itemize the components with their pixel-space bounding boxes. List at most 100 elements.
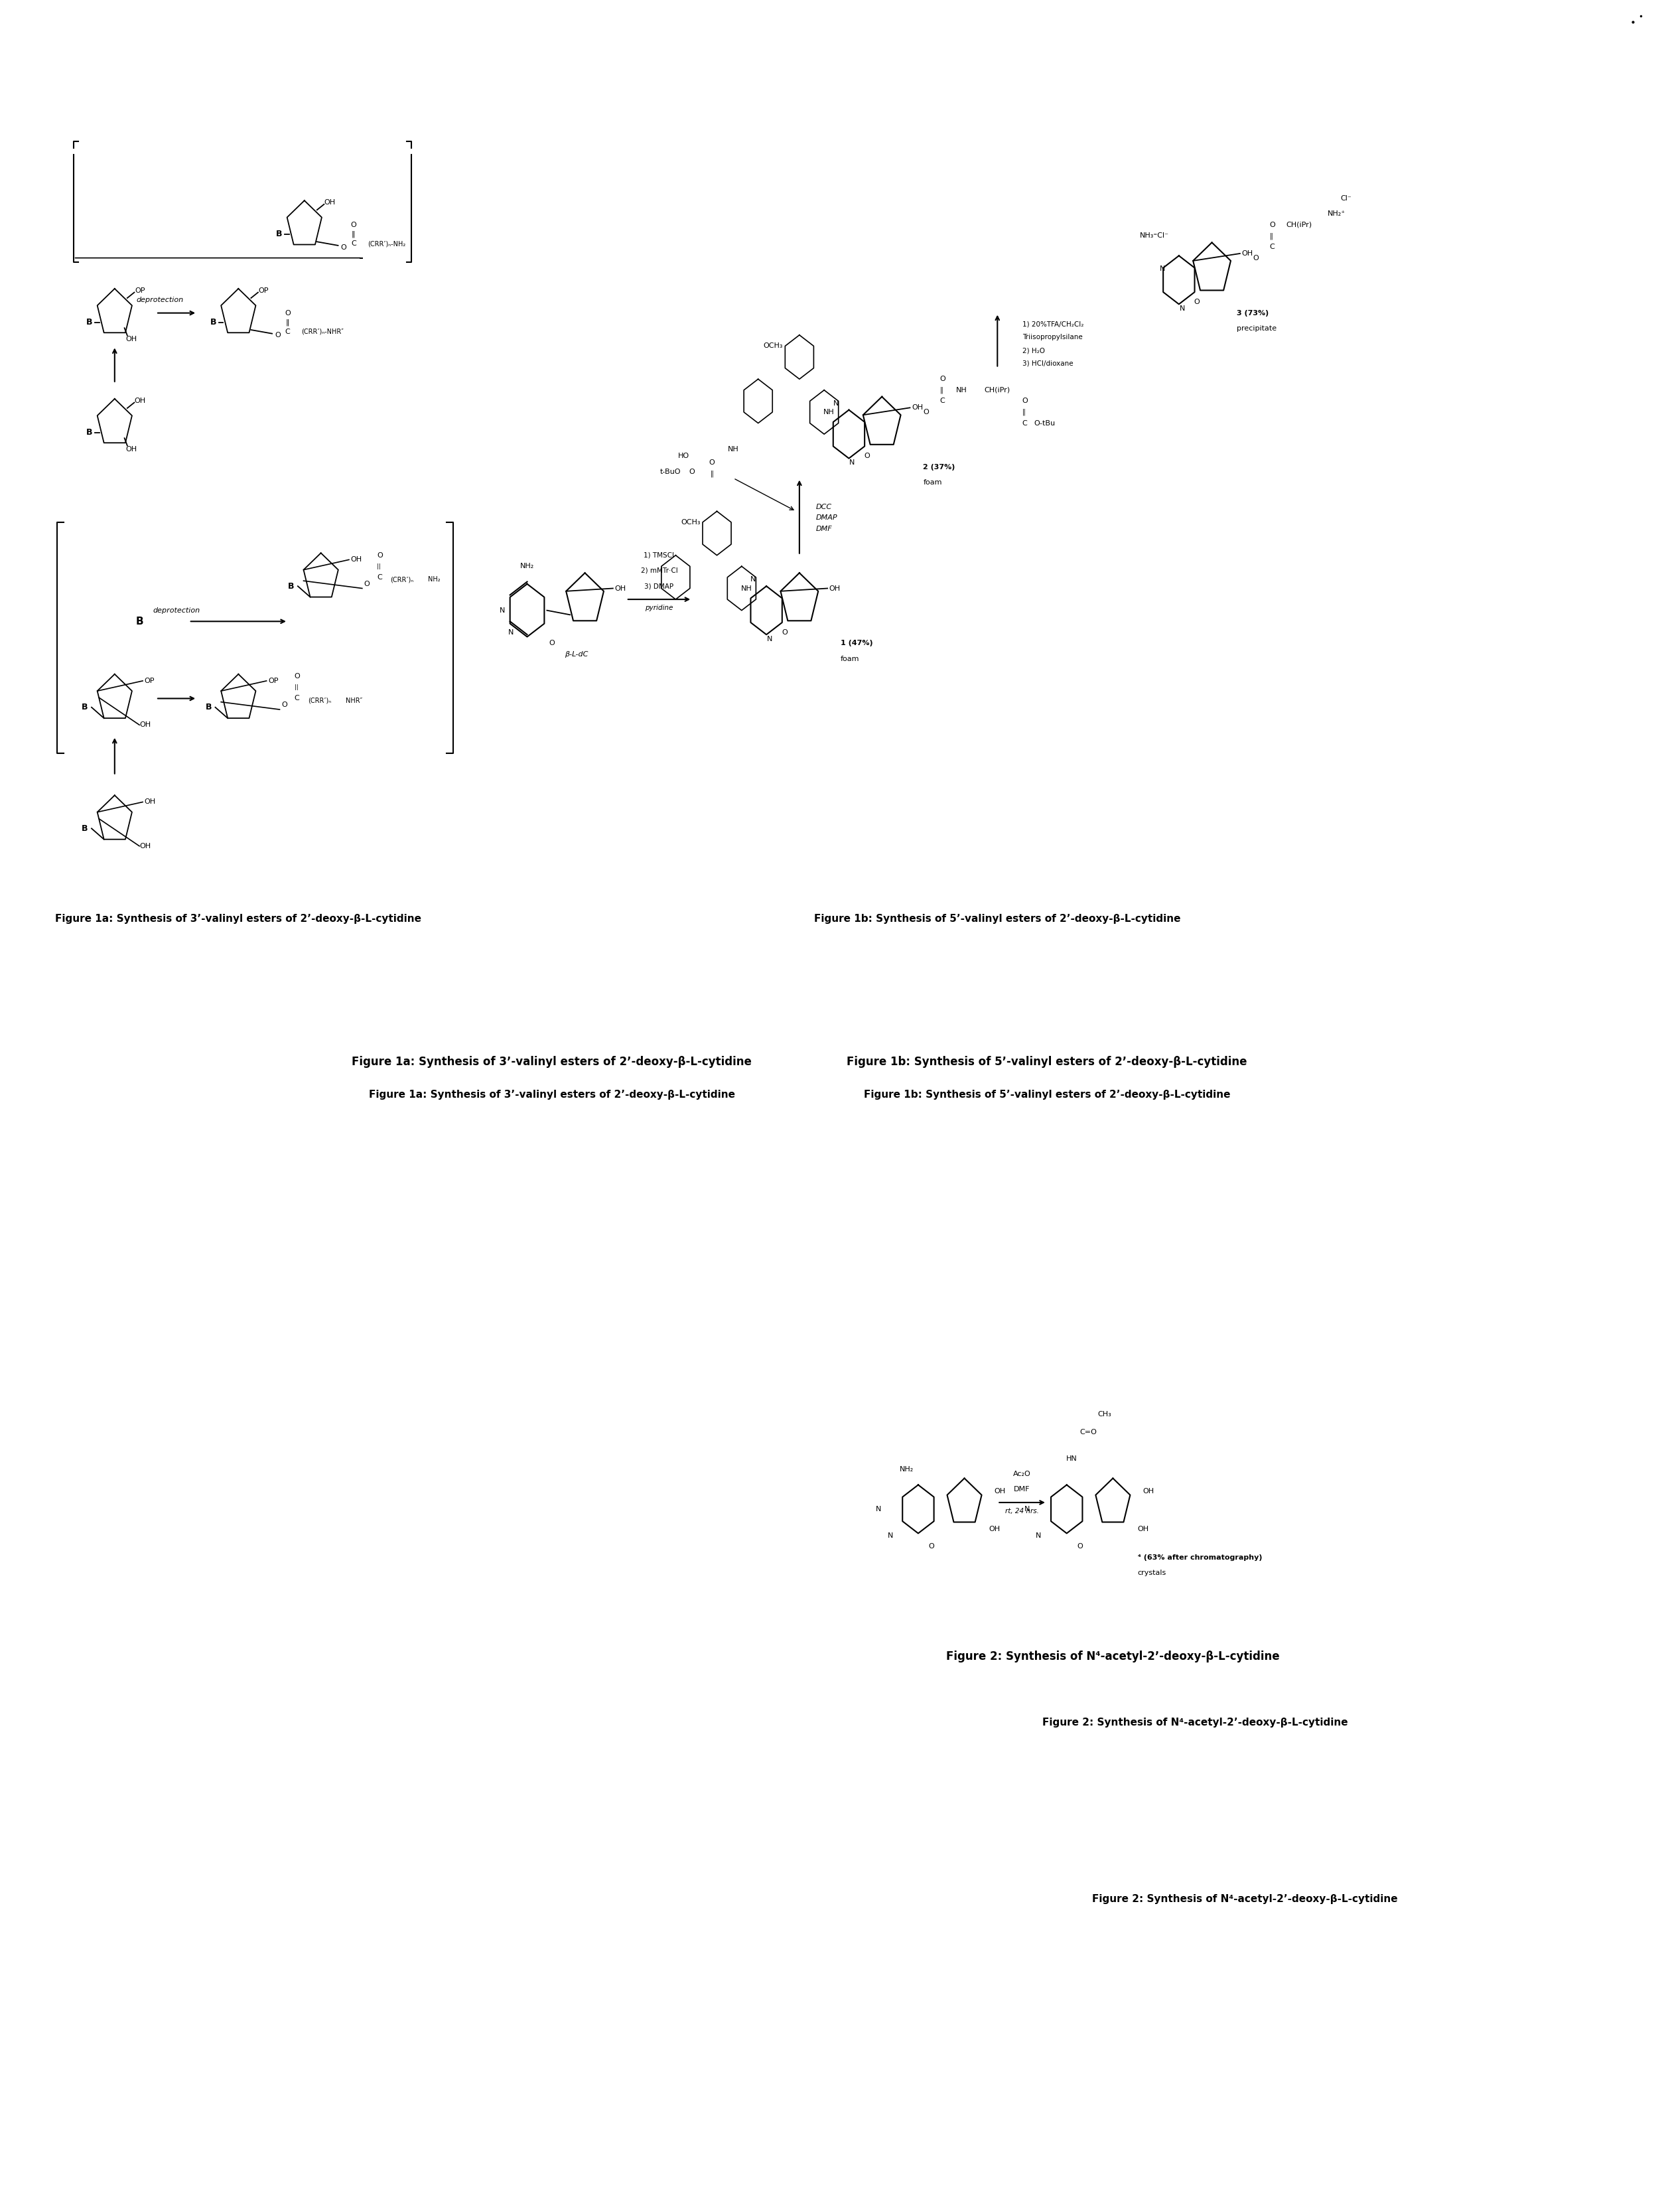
Text: Figure 2: Synthesis of N⁴-acetyl-2’-deoxy-β-L-cytidine: Figure 2: Synthesis of N⁴-acetyl-2’-deox…	[946, 1650, 1280, 1663]
Text: NH: NH	[741, 584, 753, 591]
Text: OH: OH	[145, 799, 156, 805]
Text: β-L-dC: β-L-dC	[565, 650, 588, 657]
Text: OH: OH	[994, 1489, 1006, 1495]
Text: OH: OH	[615, 584, 627, 591]
Text: Figure 1a: Synthesis of 3’-valinyl esters of 2’-deoxy-β-L-cytidine: Figure 1a: Synthesis of 3’-valinyl ester…	[352, 1055, 751, 1068]
Text: ‖: ‖	[939, 387, 942, 394]
Text: B: B	[86, 429, 93, 436]
Text: C: C	[284, 327, 291, 334]
Text: NH: NH	[824, 409, 834, 416]
Text: 3) DMAP: 3) DMAP	[645, 582, 673, 588]
Text: B: B	[81, 703, 88, 712]
Text: B: B	[276, 230, 283, 239]
Text: N: N	[876, 1506, 881, 1513]
Text: N: N	[888, 1533, 892, 1540]
Text: OP: OP	[145, 677, 155, 684]
Text: NH₂: NH₂	[520, 564, 534, 571]
Text: O: O	[690, 469, 695, 476]
Text: ‖: ‖	[710, 471, 713, 478]
Text: B: B	[86, 319, 93, 327]
Text: OH: OH	[324, 199, 336, 206]
Text: deprotection: deprotection	[136, 296, 183, 303]
Text: Ac₂O: Ac₂O	[1014, 1471, 1030, 1478]
Text: OH: OH	[140, 721, 151, 728]
Text: NH₃⁼Cl⁻: NH₃⁼Cl⁻	[1140, 232, 1168, 239]
Text: OCH₃: OCH₃	[763, 343, 783, 349]
Text: O: O	[548, 639, 555, 646]
Text: O: O	[377, 553, 382, 560]
Text: OH: OH	[1142, 1489, 1153, 1495]
Text: OH: OH	[126, 336, 138, 343]
Text: C: C	[294, 695, 299, 701]
Text: N: N	[500, 606, 505, 613]
Text: N: N	[751, 575, 756, 582]
Text: O: O	[929, 1544, 934, 1551]
Text: NH: NH	[956, 387, 967, 394]
Text: O: O	[274, 332, 281, 338]
Text: Figure 2: Synthesis of N⁴-acetyl-2’-deoxy-β-L-cytidine: Figure 2: Synthesis of N⁴-acetyl-2’-deox…	[1092, 1893, 1398, 1905]
Text: OH: OH	[351, 557, 362, 564]
Text: NH₂⁺: NH₂⁺	[1328, 210, 1346, 217]
Text: OP: OP	[259, 288, 269, 294]
Text: 2) H₂O: 2) H₂O	[1022, 347, 1045, 354]
Text: 1) 20%TFA/CH₂Cl₂: 1) 20%TFA/CH₂Cl₂	[1022, 321, 1084, 327]
Text: OH: OH	[135, 398, 146, 405]
Text: CH(iPr): CH(iPr)	[984, 387, 1010, 394]
Text: OH: OH	[126, 447, 138, 453]
Text: C: C	[377, 573, 382, 582]
Text: OH: OH	[829, 584, 841, 591]
Text: C: C	[1022, 420, 1027, 427]
Text: NH: NH	[728, 447, 740, 453]
Text: (CRR’)ₙ-NH₂: (CRR’)ₙ-NH₂	[367, 241, 406, 248]
Text: Figure 1b: Synthesis of 5’-valinyl esters of 2’-deoxy-β-L-cytidine: Figure 1b: Synthesis of 5’-valinyl ester…	[814, 914, 1180, 925]
Text: HO: HO	[678, 453, 690, 460]
Text: DCC: DCC	[816, 504, 833, 511]
Text: B: B	[209, 319, 216, 327]
Text: O: O	[351, 221, 356, 228]
Text: O: O	[1193, 299, 1200, 305]
Text: (CRR’)ₙ-NHR″: (CRR’)ₙ-NHR″	[301, 327, 344, 334]
Text: Triisopropylsilane: Triisopropylsilane	[1022, 334, 1082, 341]
Text: NH₂: NH₂	[429, 575, 440, 582]
Text: ‖: ‖	[352, 230, 356, 237]
Text: Cl⁻: Cl⁻	[1341, 195, 1351, 201]
Text: B: B	[288, 582, 294, 591]
Text: NHR″: NHR″	[346, 697, 362, 703]
Text: N: N	[1180, 305, 1185, 312]
Text: O: O	[781, 628, 788, 635]
Text: O: O	[364, 580, 369, 586]
Text: O: O	[922, 409, 929, 416]
Text: foam: foam	[841, 655, 859, 661]
Text: B: B	[81, 825, 88, 832]
Text: B: B	[136, 617, 143, 626]
Text: N: N	[1160, 265, 1165, 272]
Text: OH: OH	[911, 405, 922, 411]
Text: O: O	[1022, 398, 1029, 405]
Text: ‖: ‖	[1022, 409, 1025, 416]
Text: O: O	[1253, 254, 1258, 261]
Text: O: O	[939, 376, 946, 383]
Text: crystals: crystals	[1138, 1571, 1167, 1577]
Text: O: O	[281, 701, 288, 708]
Text: ‖: ‖	[286, 319, 289, 325]
Text: ||: ||	[377, 564, 381, 568]
Text: DMAP: DMAP	[816, 515, 838, 522]
Text: (CRR’)ₙ: (CRR’)ₙ	[307, 697, 331, 703]
Text: rt, 24 hrs.: rt, 24 hrs.	[1006, 1509, 1039, 1515]
Text: foam: foam	[922, 480, 942, 487]
Text: OH: OH	[140, 843, 151, 849]
Text: O: O	[294, 672, 301, 679]
Text: Figure 1a: Synthesis of 3’-valinyl esters of 2’-deoxy-β-L-cytidine: Figure 1a: Synthesis of 3’-valinyl ester…	[55, 914, 422, 925]
Text: 3) HCl/dioxane: 3) HCl/dioxane	[1022, 361, 1074, 367]
Text: ||: ||	[294, 684, 297, 690]
Text: 3 (73%): 3 (73%)	[1237, 310, 1268, 316]
Text: 2 (37%): 2 (37%)	[922, 465, 956, 471]
Text: deprotection: deprotection	[153, 606, 199, 613]
Text: 1 (47%): 1 (47%)	[841, 639, 873, 646]
Text: O: O	[1270, 221, 1275, 228]
Text: N: N	[509, 628, 514, 635]
Text: OH: OH	[1242, 250, 1253, 257]
Text: ⁴ (63% after chromatography): ⁴ (63% after chromatography)	[1138, 1555, 1261, 1562]
Text: B: B	[206, 703, 211, 712]
Text: OH: OH	[989, 1526, 1001, 1533]
